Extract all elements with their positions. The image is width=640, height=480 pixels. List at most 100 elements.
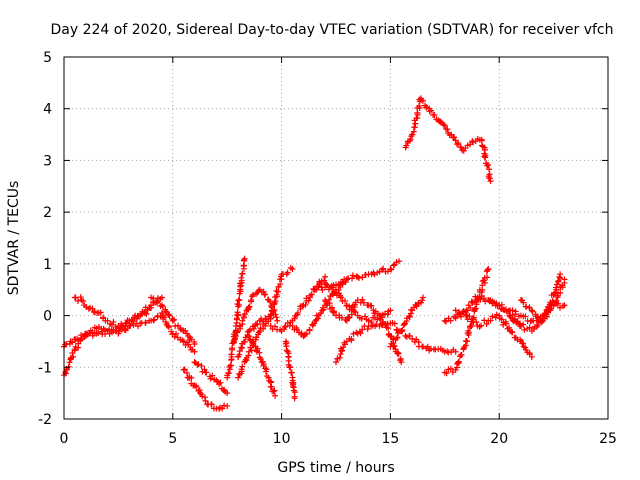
x-axis-title: GPS time / hours xyxy=(277,460,394,476)
data-marker xyxy=(329,284,336,291)
series-arc-13 xyxy=(282,338,298,402)
data-point xyxy=(528,353,535,360)
data-marker xyxy=(238,274,245,281)
data-marker xyxy=(465,329,472,336)
data-marker xyxy=(173,330,180,337)
data-marker xyxy=(270,388,277,395)
series-arc-10 xyxy=(235,313,274,360)
data-marker xyxy=(254,321,261,328)
data-marker xyxy=(112,323,119,330)
series-arc-4 xyxy=(148,294,198,348)
data-marker xyxy=(362,271,369,278)
data-marker xyxy=(262,368,269,375)
data-point xyxy=(398,359,405,366)
data-marker xyxy=(89,305,96,312)
series-arc-23 xyxy=(452,307,535,360)
data-point xyxy=(528,307,535,314)
data-marker xyxy=(321,277,328,284)
data-point xyxy=(291,395,298,402)
data-marker xyxy=(498,301,505,308)
data-point xyxy=(158,294,165,301)
data-marker xyxy=(553,281,560,288)
data-marker xyxy=(277,281,284,288)
data-point xyxy=(441,317,448,324)
data-marker xyxy=(553,284,560,291)
data-marker xyxy=(272,311,279,318)
data-marker xyxy=(520,321,527,328)
data-marker xyxy=(328,304,335,311)
data-point xyxy=(241,255,248,262)
data-marker xyxy=(238,366,245,373)
data-marker xyxy=(273,314,280,321)
data-point xyxy=(289,322,296,329)
data-marker xyxy=(455,359,462,366)
data-marker xyxy=(481,153,488,160)
data-marker xyxy=(150,317,157,324)
data-marker xyxy=(286,364,293,371)
data-marker xyxy=(481,146,488,153)
data-marker xyxy=(542,310,549,317)
data-point xyxy=(245,333,252,340)
data-marker xyxy=(526,324,533,331)
data-marker xyxy=(452,137,459,144)
data-marker xyxy=(241,338,248,345)
data-marker xyxy=(250,291,257,298)
data-marker xyxy=(319,286,326,293)
series-arc-21 xyxy=(441,266,492,377)
y-tick-label: -2 xyxy=(38,412,52,428)
data-marker xyxy=(453,141,460,148)
data-point xyxy=(452,315,459,322)
data-marker xyxy=(482,154,489,161)
data-point xyxy=(387,307,394,314)
data-point xyxy=(343,276,350,283)
data-marker xyxy=(431,111,438,118)
data-marker xyxy=(219,405,226,412)
data-marker xyxy=(229,346,236,353)
data-point xyxy=(191,341,198,348)
data-point xyxy=(322,273,329,280)
data-marker xyxy=(443,318,450,325)
plot-frame xyxy=(63,56,609,420)
data-marker xyxy=(507,314,514,321)
data-marker xyxy=(416,103,423,110)
data-marker xyxy=(456,310,463,317)
y-tick-label: 2 xyxy=(43,205,52,221)
data-point xyxy=(191,348,198,355)
data-marker xyxy=(444,348,451,355)
data-marker xyxy=(209,372,216,379)
data-marker xyxy=(193,383,200,390)
x-tick-label: 25 xyxy=(599,431,617,447)
data-marker xyxy=(450,134,457,141)
data-point xyxy=(561,276,568,283)
data-marker xyxy=(241,311,248,318)
data-marker xyxy=(197,389,204,396)
data-marker xyxy=(428,107,435,114)
data-marker xyxy=(540,315,547,322)
data-marker xyxy=(72,294,79,301)
data-marker xyxy=(221,402,228,409)
data-marker xyxy=(487,317,494,324)
data-marker xyxy=(498,316,505,323)
data-marker xyxy=(171,333,178,340)
data-marker xyxy=(477,296,484,303)
data-marker xyxy=(234,309,241,316)
data-marker xyxy=(360,299,367,306)
data-marker xyxy=(338,314,345,321)
data-marker xyxy=(364,326,371,333)
data-marker xyxy=(358,315,365,322)
data-point xyxy=(235,374,242,381)
data-marker xyxy=(77,294,84,301)
data-marker xyxy=(362,313,369,320)
data-marker xyxy=(225,370,232,377)
data-point xyxy=(267,315,274,322)
data-marker xyxy=(483,320,490,327)
data-marker xyxy=(509,317,516,324)
data-marker xyxy=(305,297,312,304)
data-marker xyxy=(557,304,564,311)
data-marker xyxy=(341,341,348,348)
series-arc-7 xyxy=(224,255,248,381)
data-marker xyxy=(394,349,401,356)
data-marker xyxy=(260,318,267,325)
data-marker xyxy=(549,298,556,305)
data-marker xyxy=(391,320,398,327)
